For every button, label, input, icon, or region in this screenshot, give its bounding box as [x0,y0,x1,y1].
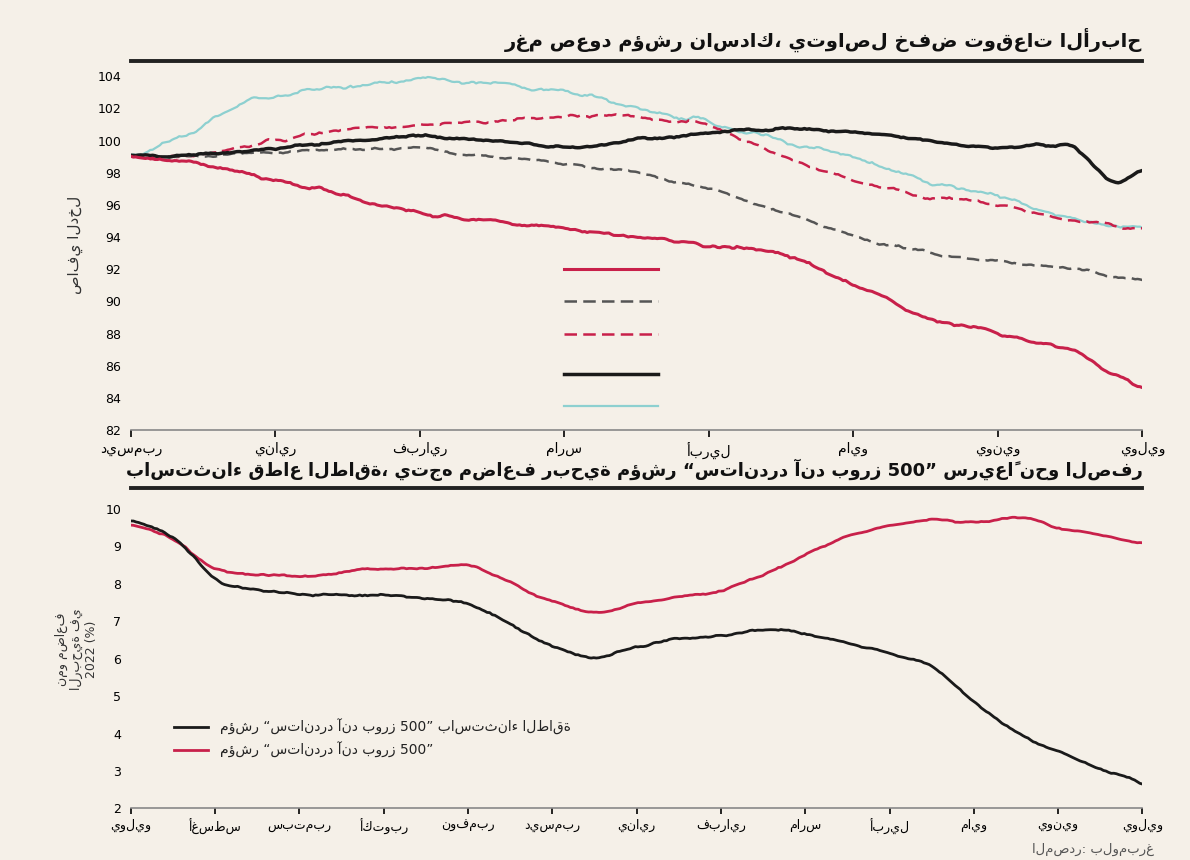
Text: المصدر: بلومبرغ: المصدر: بلومبرغ [1032,843,1154,856]
Y-axis label: صافي الدخل: صافي الدخل [68,196,83,294]
Y-axis label: نمو مضاعف
الربحية في
2022 (%): نمو مضاعف الربحية في 2022 (%) [55,608,99,691]
Text: باستثناء قطاع الطاقة، يتجه مضاعف ربحية مؤشر “ستاندرد آند بورز 500” سريعاً نحو ال: باستثناء قطاع الطاقة، يتجه مضاعف ربحية م… [125,459,1142,482]
Legend: مؤشر “ستاندرد آند بورز 500” باستثناء الطاقة, مؤشر “ستاندرد آند بورز 500”: مؤشر “ستاندرد آند بورز 500” باستثناء الط… [168,713,576,764]
Text: رغم صعود مؤشر ناسداك، يتواصل خفض توقعات الأرباح: رغم صعود مؤشر ناسداك، يتواصل خفض توقعات … [505,28,1142,52]
